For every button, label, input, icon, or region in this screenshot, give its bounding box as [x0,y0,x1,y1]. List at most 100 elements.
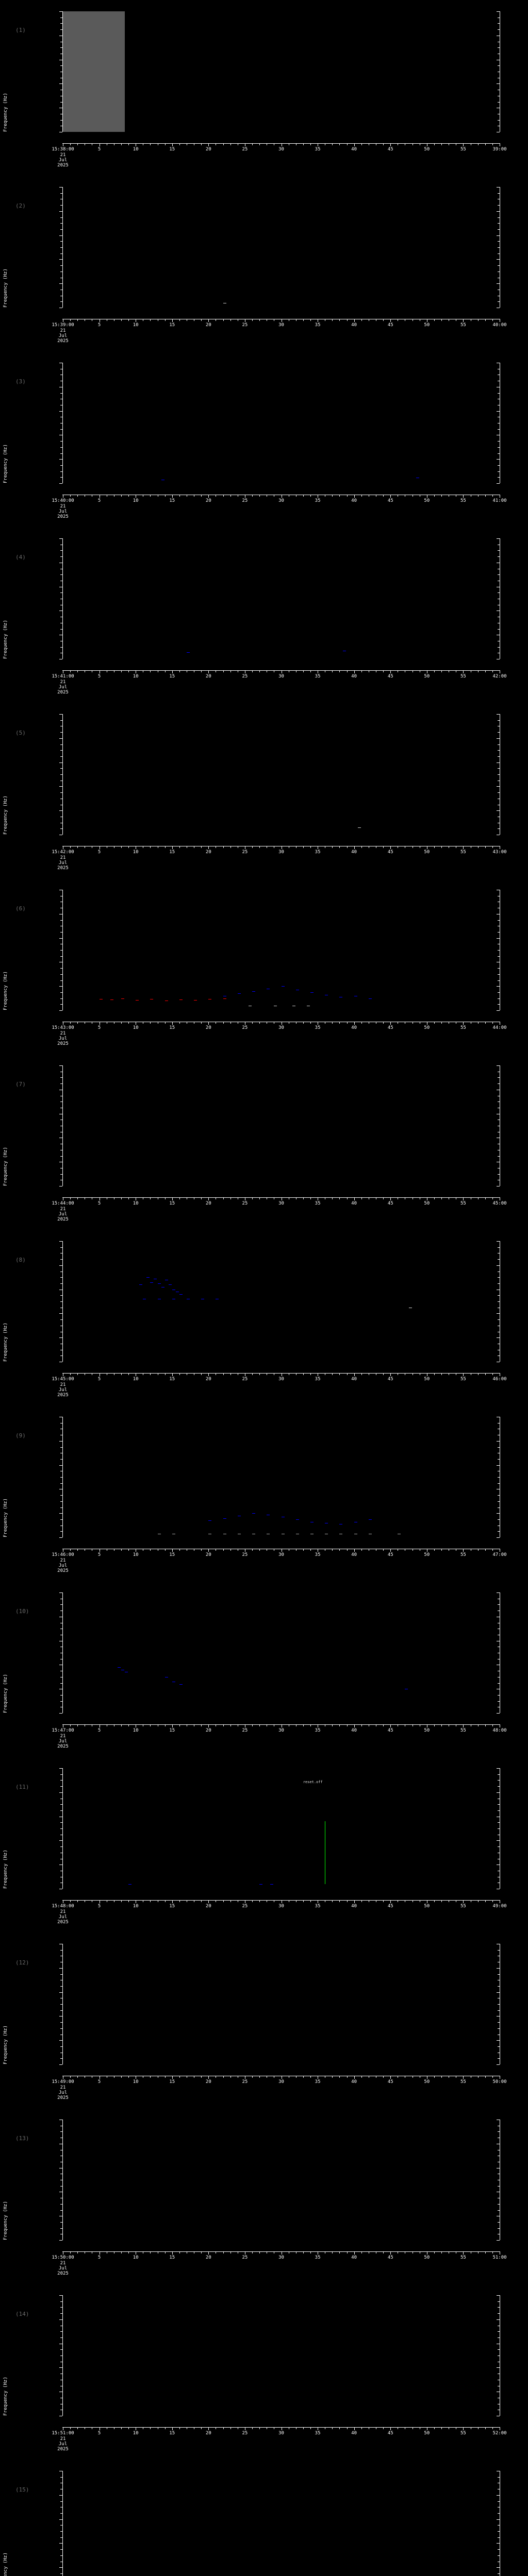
x-tick [230,1022,231,1024]
y-tick-right [498,23,500,24]
x-tick [201,1373,202,1375]
x-tick [150,143,151,145]
annotation-label: reset.off [303,1780,323,1785]
y-tick-right [498,453,500,454]
plot-area[interactable] [63,1768,500,1889]
y-tick-right [498,1174,500,1175]
plot-area[interactable] [63,2295,500,2416]
x-tick [259,1724,260,1726]
y-tick [60,1277,62,1278]
y-tick [59,2495,62,2496]
x-tick [223,846,224,848]
x-tick [346,143,348,145]
plot-area[interactable] [63,2120,500,2240]
x-tick-label: 55 [460,1552,466,1557]
x-tick-label: 40 [351,850,357,855]
x-tick [339,2427,340,2429]
x-tick [463,1197,464,1200]
x-tick-label: 45 [387,147,393,152]
y-tick-right [498,2004,500,2005]
y-tick [60,1283,62,1284]
y-tick-right [497,1513,500,1514]
x-tick-label: 15 [169,1377,175,1382]
y-tick-right [497,411,500,412]
x-tick [434,1724,435,1726]
y-tick [59,810,62,811]
y-tick [60,1822,62,1823]
panel-label: (6) [15,905,26,912]
y-tick [60,241,62,242]
x-tick [230,319,231,321]
y-tick-right [497,1337,500,1338]
x-tick [463,1373,464,1376]
x-tick [434,1197,435,1199]
x-tick [208,670,209,673]
y-tick [60,2555,62,2556]
plot-area[interactable] [63,1065,500,1186]
plot-area[interactable] [63,187,500,308]
plot-area[interactable] [63,890,500,1010]
x-tick-label: 15 [169,1728,175,1733]
y-tick-right [497,1010,500,1011]
y-tick [60,1301,62,1302]
y-tick [59,1792,62,1793]
data-point [259,1884,263,1885]
plot-area[interactable] [63,714,500,835]
x-tick-label: 55 [460,674,466,679]
y-tick-right [497,2367,500,2368]
x-tick [179,2076,180,2078]
x-tick [303,319,304,321]
x-tick-label: 35 [315,1904,321,1909]
x-tick [208,2251,209,2255]
y-tick [60,301,62,302]
x-tick [70,143,71,145]
x-tick-label: 30 [278,1552,284,1557]
plot-area[interactable] [63,2471,500,2576]
x-tick [332,1022,333,1024]
plot-area[interactable] [63,538,500,659]
x-tick [441,1724,442,1726]
x-tick [77,1900,78,1902]
y-axis-left [62,2471,63,2576]
x-tick [223,2076,224,2078]
data-point [295,1519,299,1520]
x-tick [463,2251,464,2255]
x-tick [164,1022,166,1024]
x-tick [492,1549,493,1551]
x-tick-label: 25 [242,1552,248,1557]
x-tick-label: 25 [242,674,248,679]
y-tick [60,756,62,757]
plot-area[interactable] [63,1417,500,1537]
x-tick-label: 35 [315,2079,321,2084]
x-tick [434,1900,435,1902]
plot-area[interactable] [63,1241,500,1362]
y-tick [59,986,62,987]
x-tick-label: 40 [351,1552,357,1557]
x-tick [346,2427,348,2429]
plot-area[interactable] [63,1592,500,1713]
x-tick [230,1724,231,1726]
plot-area[interactable] [63,11,500,132]
y-tick [60,2022,62,2023]
x-tick [441,2076,442,2078]
plot-area[interactable] [63,1944,500,2064]
y-tick [60,828,62,829]
y-tick [60,205,62,206]
x-tick [252,1900,253,1902]
x-tick [252,143,253,145]
x-tick [339,2076,340,2078]
x-tick [303,495,304,497]
x-tick [172,1022,173,1025]
y-tick-right [498,992,500,993]
y-tick [60,2028,62,2029]
x-tick [492,1022,493,1024]
x-tick [259,846,260,848]
x-tick-label: 55 [460,2079,466,2084]
y-tick-right [497,1792,500,1793]
x-tick [485,1549,486,1551]
data-point [136,1000,139,1001]
plot-area[interactable] [63,363,500,483]
y-tick-right [497,2295,500,2296]
y-tick [59,1537,62,1538]
x-tick [310,670,311,672]
